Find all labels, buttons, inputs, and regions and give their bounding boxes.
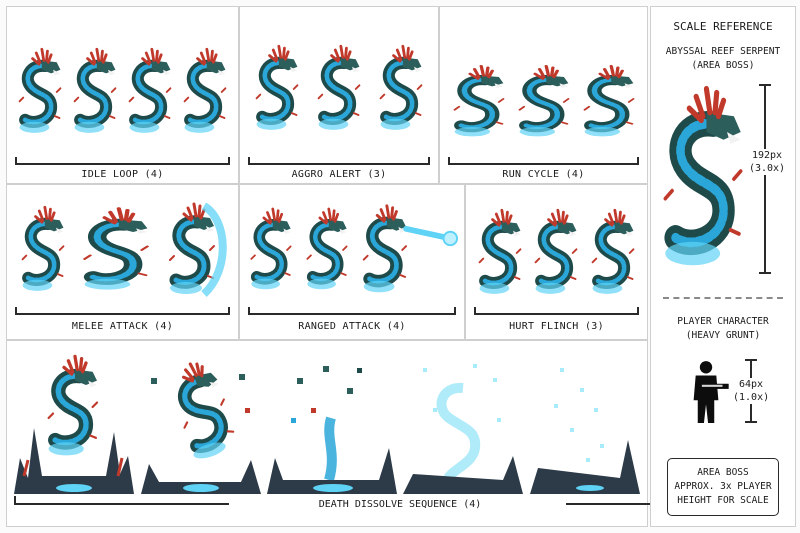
boss-height-px: 192px [751, 150, 783, 161]
boss-height-label: 192px (3.0x) [747, 149, 787, 175]
player-silhouette [683, 359, 729, 425]
death-bracket-left [14, 496, 229, 505]
melee-frames [7, 195, 238, 305]
panel-hurt-flinch: HURT FLINCH (3) [465, 184, 648, 340]
serpent-sprite-ranged-1 [246, 200, 296, 300]
death-frame-5 [529, 348, 640, 494]
death-frame-3 [266, 348, 397, 494]
serpent-sprite-melee-1 [17, 200, 69, 300]
idle-label: IDLE LOOP (4) [81, 169, 164, 180]
run-bracket [448, 157, 639, 165]
aggro-label: AGGRO ALERT (3) [291, 169, 387, 180]
scale-note-box: AREA BOSS APPROX. 3x PLAYER HEIGHT FOR S… [667, 458, 779, 516]
player-name: PLAYER CHARACTER [677, 316, 769, 327]
serpent-sprite-idle-4 [179, 42, 231, 142]
serpent-sprite-hurt-2 [530, 203, 582, 303]
aggro-frames [240, 29, 438, 149]
serpent-sprite-run-1 [448, 63, 510, 141]
panel-melee-attack: MELEE ATTACK (4) [6, 184, 239, 340]
melee-label: MELEE ATTACK (4) [71, 321, 174, 332]
death-label: DEATH DISSOLVE SEQUENCE (4) [318, 499, 482, 510]
serpent-sprite-ranged-2 [302, 200, 352, 300]
player-height-ratio: (1.0x) [733, 392, 770, 403]
serpent-sprite-hurt-3 [587, 203, 639, 303]
idle-bracket [15, 157, 230, 165]
panel-idle-loop: IDLE LOOP (4) [6, 6, 239, 184]
boss-sprite [655, 81, 751, 277]
panel-ranged-attack: RANGED ATTACK (4) [239, 184, 465, 340]
death-frame-1 [14, 348, 135, 494]
boss-height-ruler [759, 84, 771, 274]
panel-death-dissolve [6, 340, 648, 527]
boss-role: (AREA BOSS) [691, 60, 755, 71]
serpent-sprite-aggro-1 [251, 30, 303, 148]
scale-reference-title: SCALE REFERENCE [673, 20, 773, 33]
run-frames [440, 57, 647, 147]
serpent-sprite-ranged-3 [358, 200, 458, 300]
panel-aggro-alert: AGGRO ALERT (3) [239, 6, 439, 184]
idle-frames [7, 37, 238, 147]
player-height-px: 64px [738, 379, 764, 390]
serpent-sprite-run-2 [513, 63, 575, 141]
ranged-bracket [248, 307, 456, 315]
scale-reference-panel: SCALE REFERENCE ABYSSAL REEF SERPENT (AR… [650, 6, 796, 527]
serpent-sprite-melee-2 [76, 205, 156, 295]
death-frames [7, 347, 647, 495]
death-frame-2 [140, 348, 261, 494]
run-label: RUN CYCLE (4) [502, 169, 585, 180]
serpent-sprite-hurt-1 [474, 203, 526, 303]
player-role: (HEAVY GRUNT) [685, 330, 761, 341]
ranged-label: RANGED ATTACK (4) [298, 321, 406, 332]
serpent-sprite-aggro-3 [375, 30, 427, 148]
hurt-bracket [474, 307, 639, 315]
player-height-label: 64px (1.0x) [733, 378, 769, 404]
note-line-1: AREA BOSS [697, 467, 749, 478]
hurt-frames [466, 203, 647, 303]
serpent-sprite-run-3 [578, 63, 640, 141]
melee-bracket [15, 307, 230, 315]
section-divider [663, 297, 783, 299]
serpent-sprite-idle-1 [14, 42, 66, 142]
note-line-3: HEIGHT FOR SCALE [677, 495, 769, 506]
ranged-frames [240, 195, 464, 305]
death-frame-4 [403, 348, 524, 494]
panel-run-cycle: RUN CYCLE (4) [439, 6, 648, 184]
aggro-bracket [248, 157, 430, 165]
boss-name: ABYSSAL REEF SERPENT [665, 46, 781, 57]
note-line-2: APPROX. 3x PLAYER [674, 481, 772, 492]
serpent-sprite-idle-3 [124, 42, 176, 142]
serpent-sprite-melee-3 [164, 200, 228, 300]
boss-height-ratio: (3.0x) [748, 163, 786, 174]
hurt-label: HURT FLINCH (3) [509, 321, 604, 332]
serpent-sprite-idle-2 [69, 42, 121, 142]
serpent-sprite-aggro-2 [313, 30, 365, 148]
